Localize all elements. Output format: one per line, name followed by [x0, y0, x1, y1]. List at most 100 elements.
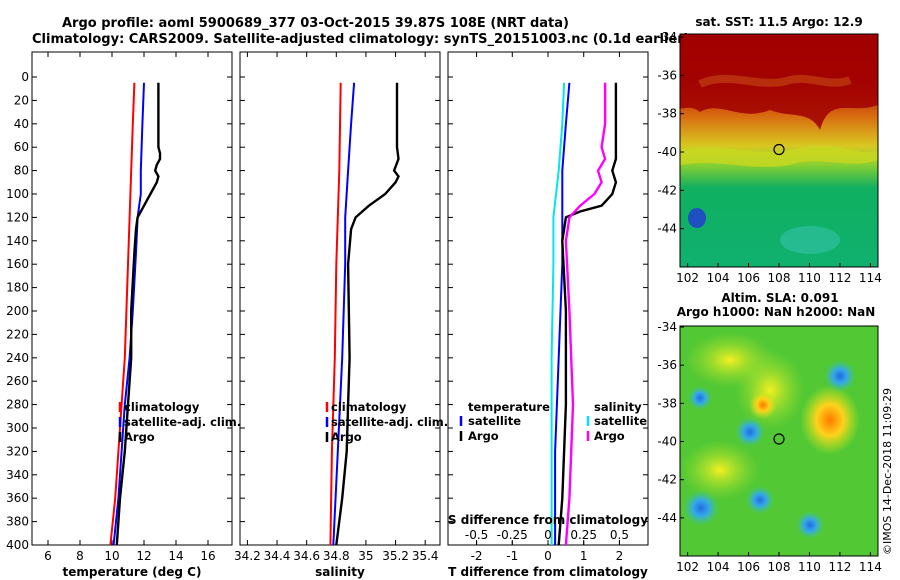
- sst-cold-spot: [688, 208, 706, 228]
- legend-label: Argo: [331, 430, 362, 444]
- lat-tick-label: -36: [657, 358, 677, 372]
- series-line-climatology: [109, 82, 136, 546]
- y-tick-label: 0: [21, 70, 29, 84]
- lon-tick-label: 104: [707, 271, 730, 285]
- legend-title: temperature: [468, 400, 550, 414]
- series-line-t-argo: [557, 82, 618, 546]
- legend-label: satellite-adj. clim.: [124, 415, 241, 429]
- lat-tick-label: -38: [657, 107, 677, 121]
- lat-tick-label: -40: [657, 435, 677, 449]
- x-tick-label: 0: [544, 549, 552, 563]
- y-tick-label: 240: [6, 351, 29, 365]
- legend-label: satellite: [468, 414, 521, 428]
- y-tick-label: 300: [6, 421, 29, 435]
- temperature-panel: 0 20 40 60 80 100 120 140 160 180 200 220 240 260 280 3…: [6, 51, 241, 579]
- x-tick-label: 34.8: [323, 549, 350, 563]
- series-line-satellite-adj-clim-: [112, 82, 145, 546]
- y-tick-label: 340: [6, 468, 29, 482]
- x-axis-label: T difference from climatology: [448, 565, 648, 579]
- y-tick-label: 140: [6, 234, 29, 248]
- series-line-argo: [335, 82, 400, 546]
- lon-tick-label: 106: [737, 560, 760, 574]
- x-tick-label: 34.4: [264, 549, 291, 563]
- sst-yellow-band: [680, 145, 878, 168]
- x-tick-label: 10: [104, 549, 119, 563]
- s-axis-tick-label: -0.5: [465, 528, 488, 542]
- legend-label: Argo: [124, 430, 155, 444]
- sla-high-patch: [680, 440, 760, 500]
- figure-subtitle: Climatology: CARS2009. Satellite-adjuste…: [32, 32, 690, 47]
- lon-tick-label: 102: [676, 271, 699, 285]
- sst-map: [679, 33, 879, 268]
- x-tick-label: 6: [44, 549, 52, 563]
- lon-tick-label: 110: [798, 560, 821, 574]
- sla-cold-eddy: [688, 386, 712, 410]
- x-axis-label: salinity: [315, 565, 365, 579]
- sst-map-axes: 102 104 106 108 110 112 114 -34 -36 -38 -40 -42 -44: [657, 30, 881, 285]
- x-tick-label: 34.6: [293, 549, 320, 563]
- y-tick-label: 200: [6, 304, 29, 318]
- y-tick-label: 280: [6, 398, 29, 412]
- y-tick-label: 260: [6, 374, 29, 388]
- y-tick-label: 220: [6, 327, 29, 341]
- y-tick-label: 20: [14, 93, 29, 107]
- lat-tick-label: -44: [657, 222, 677, 236]
- y-tick-label: 380: [6, 515, 29, 529]
- y-tick-label: 400: [6, 538, 29, 552]
- lon-tick-label: 114: [859, 271, 882, 285]
- y-tick-label: 360: [6, 491, 29, 505]
- lon-tick-label: 110: [798, 271, 821, 285]
- x-tick-label: 35: [358, 549, 373, 563]
- x-tick-label: -1: [506, 549, 518, 563]
- s-axis-tick-label: 0.25: [570, 528, 597, 542]
- lon-tick-label: 102: [676, 560, 699, 574]
- imos-watermark: ©IMOS 14-Dec-2018 11:09:29: [881, 388, 894, 555]
- sst-cool-patch: [780, 226, 840, 254]
- legend-label: climatology: [124, 400, 200, 414]
- y-tick-label: 180: [6, 281, 29, 295]
- sla-map: [679, 325, 879, 557]
- x-tick-label: 1: [580, 549, 588, 563]
- y-tick-label: 60: [14, 140, 29, 154]
- legend-title: salinity: [594, 400, 642, 414]
- x-tick-label: 8: [76, 549, 84, 563]
- x-tick-label: 2: [616, 549, 624, 563]
- legend-label: satellite-adj. clim.: [331, 415, 448, 429]
- lon-tick-label: 112: [828, 271, 851, 285]
- sla-cold-eddy: [824, 360, 856, 392]
- lon-tick-label: 106: [737, 271, 760, 285]
- series-line-s-argo: [564, 82, 607, 546]
- lon-tick-label: 108: [768, 560, 791, 574]
- series-line-satellite-adj-clim-: [332, 82, 356, 546]
- salinity-panel: 34.2 34.4 34.6 34.8 35 35.2 35.4 salinity climat…: [234, 51, 448, 579]
- plot-frame: [239, 51, 441, 546]
- y-tick-label: 120: [6, 210, 29, 224]
- figure-title: Argo profile: aoml 5900689_377 03-Oct-20…: [62, 16, 569, 31]
- x-axis-label: temperature (deg C): [63, 565, 202, 579]
- sst-map-title: sat. SST: 11.5 Argo: 12.9: [695, 15, 862, 29]
- lat-tick-label: -40: [657, 145, 677, 159]
- x-tick-label: 35.2: [382, 549, 409, 563]
- lat-tick-label: -34: [657, 320, 677, 334]
- secondary-x-axis-label: S difference from climatology: [448, 513, 648, 527]
- sla-cold-eddy: [683, 490, 719, 526]
- legend-label: Argo: [468, 429, 499, 443]
- sla-warm-eddy: [749, 391, 777, 419]
- difference-panel: -2 -1 0 1 2 T difference from climatology temp…: [447, 51, 649, 579]
- y-tick-label: 320: [6, 444, 29, 458]
- x-tick-label: -2: [471, 549, 483, 563]
- legend-label: climatology: [331, 400, 407, 414]
- sla-map-subtitle: Argo h1000: NaN h2000: NaN: [677, 305, 876, 319]
- sst-argo-marker: [773, 143, 785, 156]
- plot-frame: [31, 51, 233, 546]
- x-tick-label: 34.2: [234, 549, 261, 563]
- lon-tick-label: 114: [859, 560, 882, 574]
- plot-frame: [447, 51, 649, 546]
- legend-label: satellite: [594, 414, 647, 428]
- y-tick-label: 80: [14, 164, 29, 178]
- sla-cold-eddy: [796, 511, 824, 539]
- s-axis-tick-label: 0: [544, 528, 552, 542]
- sla-argo-marker: [773, 433, 785, 445]
- series-line-argo: [115, 82, 162, 546]
